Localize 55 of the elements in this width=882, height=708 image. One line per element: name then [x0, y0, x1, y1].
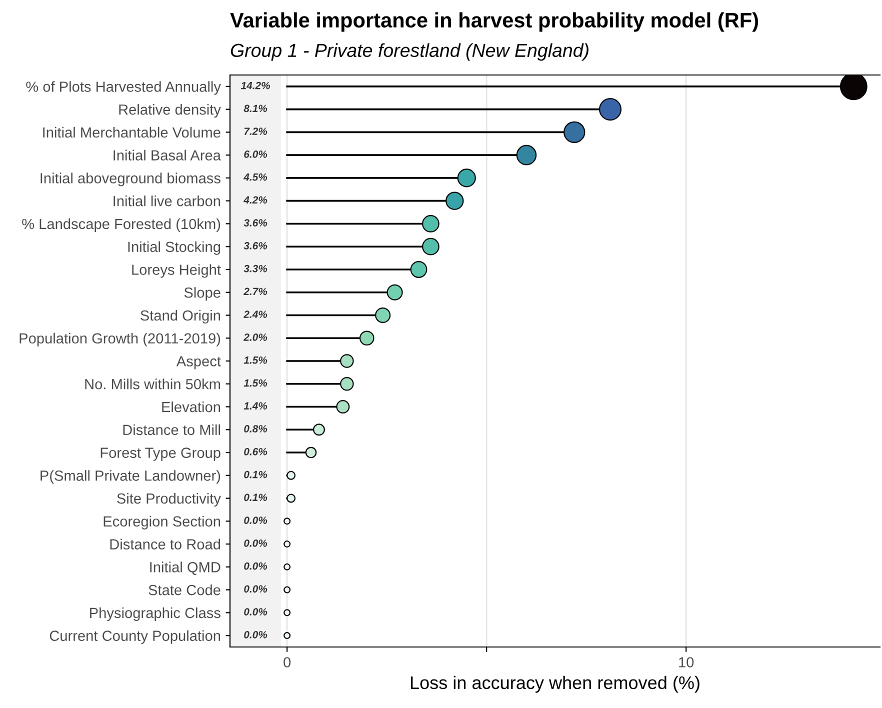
y-tick-label: Aspect [176, 356, 221, 370]
y-tick-label: Site Productivity [117, 492, 221, 507]
annotation: 3.6% [244, 219, 268, 227]
annotation: 0.0% [244, 562, 268, 570]
annotation: 6.0% [244, 150, 268, 158]
annotation: 1.5% [244, 379, 268, 387]
y-tick-label: Distance to Mill [123, 424, 220, 436]
annotation: 2.7% [244, 288, 268, 296]
y-tick-label: Forest Type Group [100, 448, 220, 461]
annotation: 14.2% [240, 82, 270, 90]
annotation: 0.0% [244, 516, 268, 524]
y-tick-label: Population Growth (2011-2019) [20, 332, 220, 346]
annotation: 0.8% [244, 425, 268, 432]
y-tick-label: Loreys Height [132, 264, 221, 278]
y-tick-label: State Code [148, 584, 220, 596]
y-tick-label: Initial aboveground biomass [40, 172, 220, 186]
annotation: 0.0% [244, 630, 268, 638]
x-tick-label: 10 [679, 657, 694, 668]
y-tick-label: No. Mills within 50km [85, 378, 220, 390]
y-tick-label: Initial live carbon [114, 196, 220, 206]
y-tick-label: Initial Merchantable Volume [43, 126, 220, 138]
y-tick-label: Physiographic Class [90, 607, 220, 621]
annotation: 4.5% [243, 173, 268, 181]
annotation: 1.5% [244, 356, 268, 364]
y-tick-label: % Landscape Forested (10km) [22, 218, 220, 232]
y-tick-label: Slope [184, 287, 220, 301]
annotation: 4.2% [243, 196, 268, 204]
y-tick-label: Initial QMD [150, 562, 220, 575]
y-tick-label: % of Plots Harvested Annually [26, 81, 221, 95]
y-tick-label: Relative density [119, 104, 221, 118]
annotation: 0.0% [244, 585, 268, 593]
y-tick-label: P(Small Private Landowner) [40, 470, 220, 484]
annotation: 1.4% [244, 402, 268, 410]
annotation: 3.3% [244, 264, 268, 272]
annotation: 2.0% [244, 334, 268, 341]
annotation: 8.1% [244, 104, 268, 112]
y-tick-label: Stand Origin [140, 310, 220, 324]
y-tick-label: Initial Stocking [128, 241, 220, 255]
annotation: 3.6% [244, 242, 268, 250]
y-tick-label: Current County Population [50, 630, 220, 644]
y-tick-label: Elevation [162, 401, 220, 412]
y-tick-label: Distance to Road [110, 538, 220, 550]
annotation: 0.0% [244, 608, 268, 616]
x-axis-title: Loss in accuracy when removed (%) [410, 676, 700, 693]
annotation: 7.2% [244, 128, 268, 135]
annotation: 0.1% [244, 494, 268, 502]
annotation: 0.6% [244, 448, 268, 456]
y-tick-label: Initial Basal Area [114, 150, 221, 161]
annotation: 0.1% [244, 470, 268, 478]
annotation: 0.0% [244, 539, 268, 547]
chart-subtitle: Group 1 - Private forestland (New England) [230, 43, 588, 61]
chart-title: Variable importance in harvest probability model (RF) [230, 12, 758, 32]
annotation: 2.4% [244, 310, 268, 318]
x-tick-label: 0 [284, 657, 291, 668]
y-tick-label: Ecoregion Section [104, 516, 220, 530]
